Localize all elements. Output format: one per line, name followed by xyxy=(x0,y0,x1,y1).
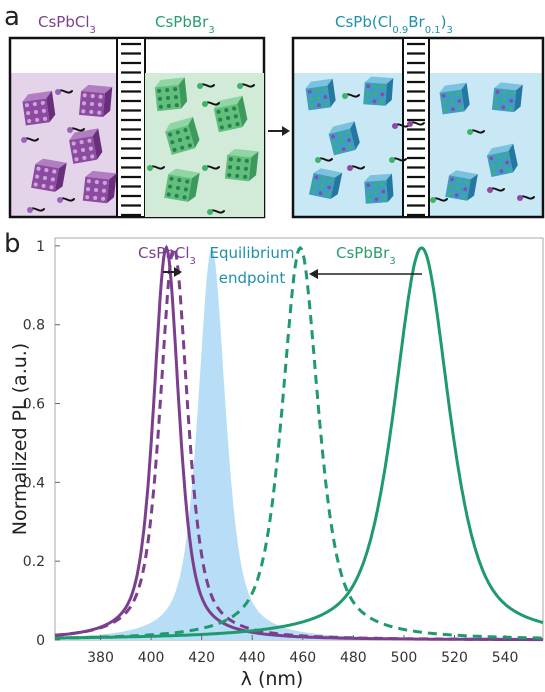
x-tick-label: 540 xyxy=(492,650,519,666)
nanocrystal-cube xyxy=(363,76,394,106)
y-tick-label: 0 xyxy=(36,633,45,649)
nanocrystal-cube xyxy=(328,121,360,156)
nanocrystal-cube xyxy=(154,77,188,112)
mixed-halide-nanocrystals xyxy=(305,76,535,204)
nanocrystal-cube xyxy=(364,173,394,204)
nanocrystal-cube xyxy=(445,170,478,201)
nanocrystal-cube xyxy=(69,128,103,164)
series-cspbbr3-solid xyxy=(55,246,544,640)
nanocrystal-cube xyxy=(491,82,523,113)
annotation-cspbcl3: CsPbCl3 xyxy=(138,244,196,267)
nanocrystal-cube xyxy=(439,82,470,115)
x-tick-label: 520 xyxy=(441,650,468,666)
nanocrystal-cube xyxy=(486,143,518,178)
cspbbr3-nanocrystals xyxy=(147,77,259,215)
annotation-equilibrium: Equilibrium xyxy=(210,244,295,262)
nanocrystal-cube xyxy=(305,78,336,111)
cspbbr3-label: CsPbBr3 xyxy=(155,13,215,36)
y-tick-label: 0.8 xyxy=(23,318,45,334)
pl-spectra-plot: 380 400 420 440 460 480 500 520 540 0 0.2 0.4 0.6 0.… xyxy=(23,237,544,666)
series-layer xyxy=(54,244,544,642)
series-cspbcl3-solid xyxy=(54,244,543,642)
right-container xyxy=(291,36,545,219)
y-tick-label: 1 xyxy=(36,239,45,255)
y-tick-label: 0.6 xyxy=(23,397,45,413)
x-tick-label: 380 xyxy=(87,650,114,666)
y-axis-ticks: 0 0.2 0.4 0.6 0.8 1 xyxy=(23,239,60,649)
panel-a-letter: a xyxy=(4,2,20,32)
x-tick-label: 420 xyxy=(188,650,215,666)
x-tick-label: 400 xyxy=(138,650,165,666)
annotation-cspbbr3: CsPbBr3 xyxy=(336,244,396,267)
nanocrystal-cube xyxy=(31,158,67,192)
nanocrystal-cube xyxy=(308,168,343,200)
x-tick-label: 440 xyxy=(239,650,266,666)
x-axis-title: λ (nm) xyxy=(241,668,304,690)
nanocrystal-cube xyxy=(164,168,200,202)
left-container xyxy=(8,36,266,219)
x-tick-label: 460 xyxy=(289,650,316,666)
cspbcl3-label: CsPbCl3 xyxy=(38,13,96,36)
nanocrystal-cube xyxy=(213,95,248,133)
y-tick-label: 0.4 xyxy=(23,475,45,491)
x-axis-ticks: 380 400 420 440 460 480 500 520 540 xyxy=(87,635,518,666)
nanocrystal-cube xyxy=(224,148,259,182)
y-tick-label: 0.2 xyxy=(23,554,45,570)
series-cspbbr3-dashed xyxy=(54,245,543,640)
cl-shift-arrow xyxy=(163,267,182,277)
br-shift-arrow xyxy=(309,269,422,279)
nanocrystal-cube xyxy=(165,116,200,155)
y-axis-title: Normalized PL (a.u.) xyxy=(9,343,31,535)
nanocrystal-cube xyxy=(82,170,117,204)
x-tick-label: 480 xyxy=(340,650,367,666)
plot-frame xyxy=(54,237,544,641)
series-cspbcl3-dashed xyxy=(54,245,543,641)
series-equilibrium-endpoint-filled xyxy=(55,247,543,640)
nanocrystal-cube xyxy=(78,84,113,118)
x-tick-label: 500 xyxy=(391,650,418,666)
nanocrystal-cube xyxy=(22,90,56,126)
membrane-ladder xyxy=(121,42,141,217)
reaction-arrow xyxy=(268,126,290,136)
mixed-halide-label: CsPb(Cl0.9Br0.1)3 xyxy=(335,13,453,36)
membrane-ladder-mixed xyxy=(407,42,425,217)
panel-b-letter: b xyxy=(4,229,21,259)
annotation-endpoint: endpoint xyxy=(219,269,286,287)
cspbcl3-nanocrystals xyxy=(21,84,117,213)
